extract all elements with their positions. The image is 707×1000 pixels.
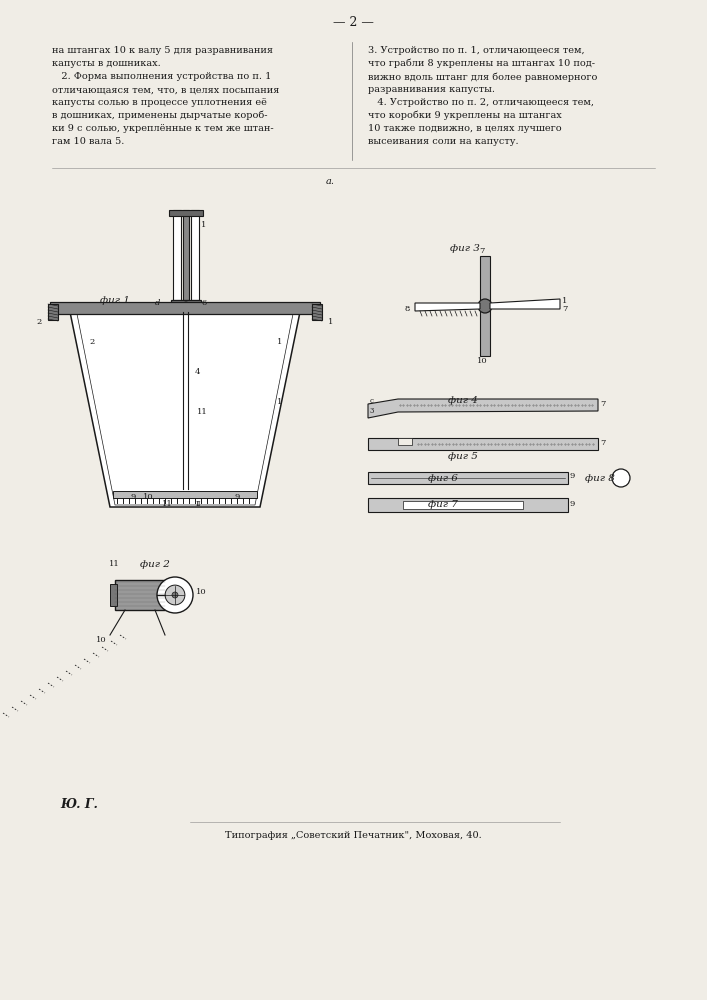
Text: 3. Устройство по п. 1, отличающееся тем,: 3. Устройство по п. 1, отличающееся тем,	[368, 46, 585, 55]
Text: 7: 7	[562, 305, 568, 313]
Polygon shape	[415, 303, 480, 311]
Bar	[183, 210, 189, 300]
Text: 11: 11	[162, 500, 173, 508]
Text: 9: 9	[570, 472, 575, 480]
Text: 3: 3	[370, 407, 375, 415]
Polygon shape	[490, 299, 560, 309]
Text: 1: 1	[277, 398, 282, 406]
Circle shape	[612, 469, 630, 487]
Bar	[368, 472, 568, 484]
Bar	[110, 584, 117, 606]
Bar	[173, 210, 181, 300]
Bar	[191, 210, 199, 300]
Text: 7: 7	[600, 439, 605, 447]
Text: капусты в дошниках.: капусты в дошниках.	[52, 59, 160, 68]
Bar	[368, 498, 568, 512]
Text: на штангах 10 к валу 5 для разравнивания: на штангах 10 к валу 5 для разравнивания	[52, 46, 273, 55]
Text: ки 9 с солью, укреплённые к тем же штан-: ки 9 с солью, укреплённые к тем же штан-	[52, 124, 274, 133]
Bar	[398, 438, 412, 445]
Polygon shape	[77, 314, 293, 505]
Text: фиг 2: фиг 2	[140, 560, 170, 569]
Text: 9: 9	[130, 493, 136, 501]
Polygon shape	[70, 312, 300, 507]
Bar	[368, 438, 598, 450]
Text: высеивания соли на капусту.: высеивания соли на капусту.	[368, 137, 519, 146]
Bar	[48, 304, 58, 320]
Bar	[480, 256, 490, 356]
Text: 9: 9	[234, 493, 240, 501]
Text: II: II	[195, 500, 201, 508]
Text: a.: a.	[325, 176, 334, 186]
Polygon shape	[368, 399, 598, 418]
Text: 1: 1	[201, 221, 206, 229]
Text: 6: 6	[202, 299, 207, 307]
Text: 2: 2	[90, 338, 95, 346]
Text: 10: 10	[96, 636, 107, 644]
Text: 2. Форма выполнения устройства по п. 1: 2. Форма выполнения устройства по п. 1	[52, 72, 271, 81]
Text: 1: 1	[277, 338, 282, 346]
Text: 7: 7	[479, 247, 485, 255]
Text: капусты солью в процессе уплотнения её: капусты солью в процессе уплотнения её	[52, 98, 267, 107]
Text: Типография „Советский Печатник", Моховая, 40.: Типография „Советский Печатник", Моховая…	[225, 832, 481, 840]
Text: 11: 11	[109, 560, 119, 568]
Text: фиг 3: фиг 3	[450, 244, 480, 253]
Text: вижно вдоль штанг для более равномерного: вижно вдоль штанг для более равномерного	[368, 72, 597, 82]
Text: что коробки 9 укреплены на штангах: что коробки 9 укреплены на штангах	[368, 111, 562, 120]
Text: 9: 9	[570, 500, 575, 508]
Text: 2: 2	[37, 318, 42, 326]
Circle shape	[172, 592, 178, 598]
Text: фиг 6: фиг 6	[428, 474, 458, 483]
Text: фиг 8: фиг 8	[585, 474, 615, 483]
Bar	[113, 491, 257, 498]
Circle shape	[182, 302, 190, 310]
Text: 8: 8	[404, 305, 410, 313]
Text: фиг 4: фиг 4	[448, 396, 478, 405]
Text: 11: 11	[197, 408, 208, 416]
Bar	[171, 300, 201, 312]
Text: 1: 1	[562, 297, 568, 305]
Text: гам 10 вала 5.: гам 10 вала 5.	[52, 137, 124, 146]
Text: 7: 7	[600, 400, 605, 408]
Text: 4. Устройство по п. 2, отличающееся тем,: 4. Устройство по п. 2, отличающееся тем,	[368, 98, 594, 107]
Bar	[115, 580, 165, 610]
Circle shape	[165, 585, 185, 605]
Text: 4: 4	[195, 368, 201, 376]
Text: 10 также подвижно, в целях лучшего: 10 также подвижно, в целях лучшего	[368, 124, 561, 133]
Text: Ю. Г.: Ю. Г.	[60, 798, 98, 812]
Bar	[169, 210, 203, 216]
Text: в дошниках, применены дырчатые короб-: в дошниках, применены дырчатые короб-	[52, 111, 267, 120]
Text: фиг 7: фиг 7	[428, 500, 458, 509]
Circle shape	[157, 577, 193, 613]
Text: разравнивания капусты.: разравнивания капусты.	[368, 85, 495, 94]
Bar	[403, 501, 523, 509]
Text: 10: 10	[196, 588, 206, 596]
Circle shape	[478, 299, 492, 313]
Text: фиг 5: фиг 5	[448, 452, 478, 461]
Text: отличающаяся тем, что, в целях посыпания: отличающаяся тем, что, в целях посыпания	[52, 85, 279, 94]
Text: d: d	[155, 299, 160, 307]
Text: 1: 1	[328, 318, 334, 326]
Bar	[312, 304, 322, 320]
Text: фиг 1: фиг 1	[100, 296, 130, 305]
Text: c: c	[370, 397, 374, 405]
Text: 10: 10	[477, 357, 487, 365]
Text: — 2 —: — 2 —	[332, 15, 373, 28]
Bar	[50, 302, 320, 314]
Text: 10: 10	[143, 493, 153, 501]
Text: что грабли 8 укреплены на штангах 10 под-: что грабли 8 укреплены на штангах 10 под…	[368, 59, 595, 68]
